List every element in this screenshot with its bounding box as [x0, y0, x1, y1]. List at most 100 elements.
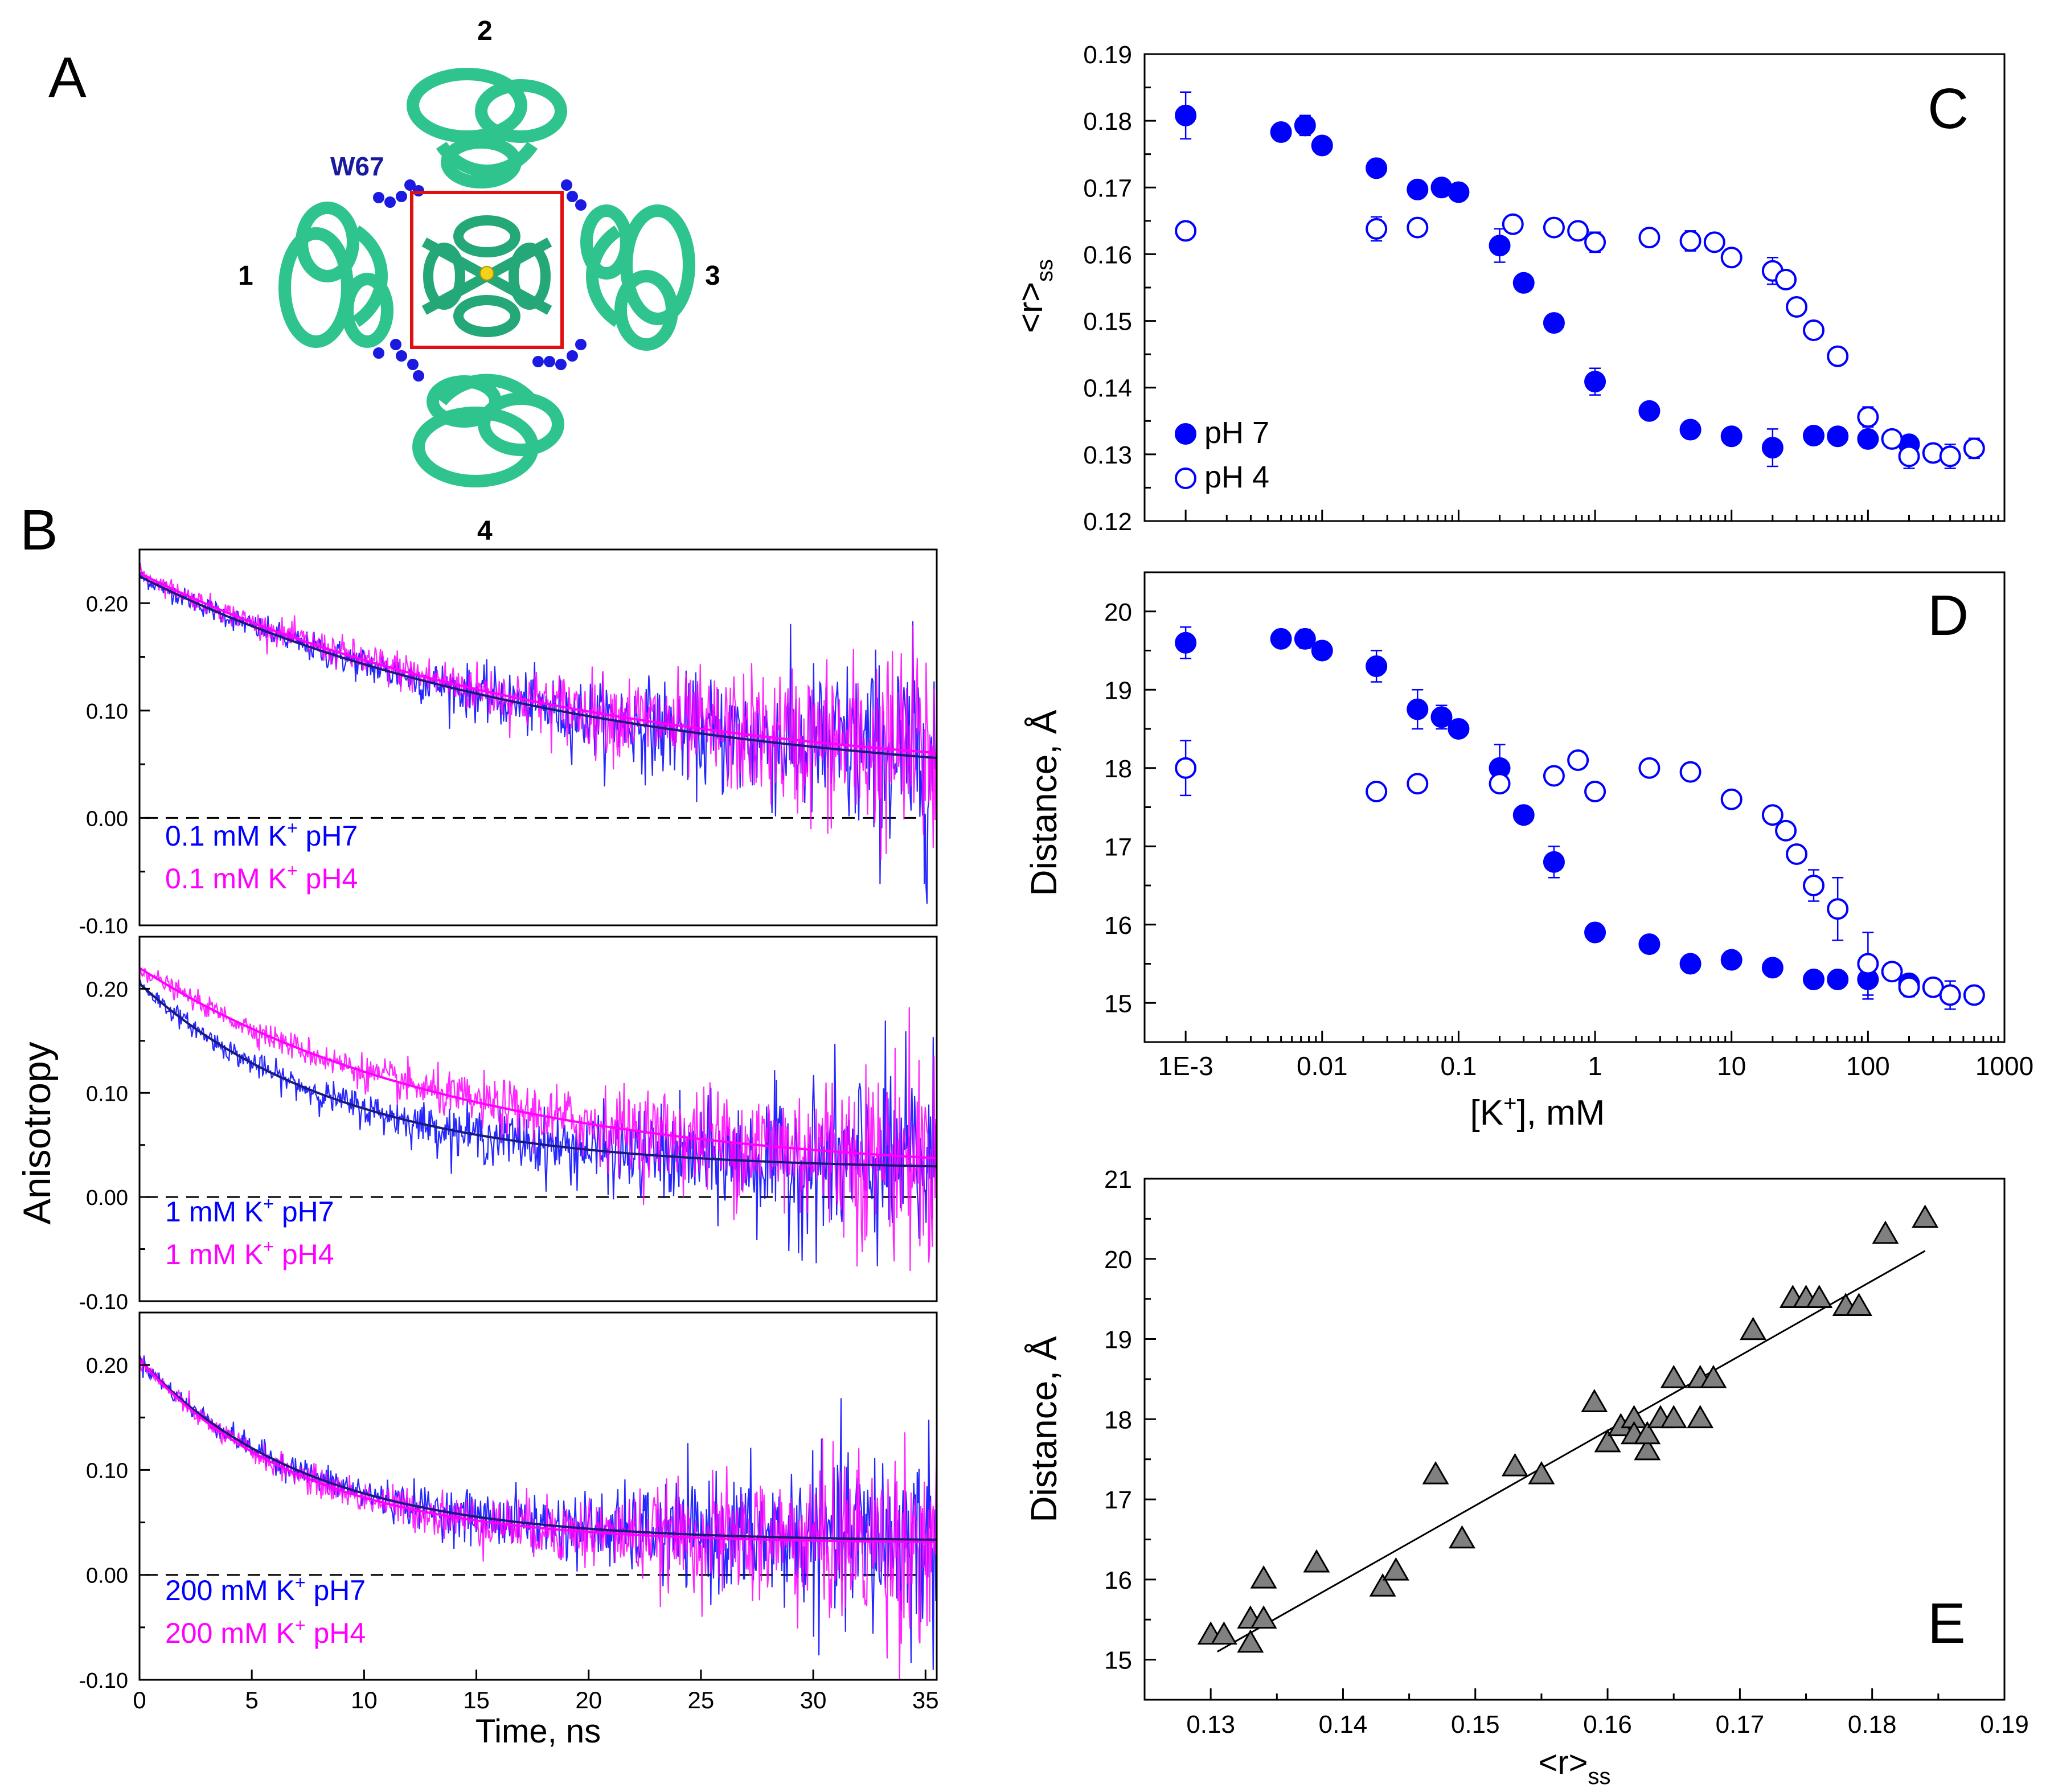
x-tick-label: 10	[1717, 1051, 1746, 1081]
triangle-point	[1250, 1565, 1277, 1589]
panel-d-distance-vs-k: 15 16 17 18 19 20 1E-3 0.01 0.1 1 10 100 1000 Distanc…	[1023, 571, 2033, 1133]
point-ph7	[1407, 698, 1429, 720]
point-ph4	[1827, 345, 1849, 367]
legend-text: 1 mM K	[165, 1239, 263, 1270]
subunit-label-3: 3	[705, 261, 720, 291]
y-tick-label: 0.20	[86, 978, 128, 1002]
fit-curve-ph7	[139, 575, 937, 760]
w67-residues	[373, 179, 587, 382]
point-ph4	[1939, 984, 1961, 1006]
triangle-point	[1250, 1605, 1277, 1629]
point-ph4	[1638, 757, 1660, 779]
y-tick-label: 0.20	[86, 592, 128, 616]
b-ylabel: Anisotropy	[15, 1041, 59, 1224]
trace-ph4	[139, 967, 938, 1272]
point-ph4	[1584, 231, 1606, 253]
point-ph7	[1407, 178, 1429, 200]
x-tick-label: 0.1	[1440, 1051, 1477, 1081]
point-ph7	[1366, 655, 1388, 677]
panel-b-anisotropy: B Anisotropy 0.20 0.10 0.00 -0.10 0.1 mM K+ …	[15, 498, 939, 1750]
chart-e: 0.13 0.14 0.15 0.16 0.17 0.18 0.19 15 16 17 18 19 20…	[1023, 1166, 2029, 1789]
point-ph7	[1175, 104, 1197, 126]
point-ph4	[1175, 220, 1197, 242]
point-ph4	[1720, 788, 1742, 810]
x-tick-label: 0.16	[1583, 1711, 1632, 1738]
potassium-ion	[479, 266, 494, 281]
y-tick-label: 17	[1104, 1486, 1132, 1514]
point-ph4	[1881, 428, 1903, 450]
legend-text: pH7	[298, 820, 358, 852]
d-y-axis-label: Distance, Å	[1023, 710, 1064, 896]
plot-frame	[1143, 53, 2006, 522]
point-ph4	[1567, 220, 1589, 242]
triangle-point	[1634, 1437, 1661, 1461]
legend-superscript: +	[263, 1236, 274, 1257]
trace-ph4	[138, 563, 938, 860]
x-tick-label: 20	[575, 1687, 602, 1713]
residue-label-w67: W67	[330, 151, 384, 181]
panel-label-e: E	[1928, 1592, 1966, 1655]
point-ph4	[1679, 230, 1702, 252]
triangle-point	[1501, 1453, 1528, 1477]
point-ph4	[1366, 218, 1388, 240]
point-ph7	[1311, 639, 1333, 662]
triangle-point	[1594, 1429, 1621, 1453]
legend-text: 200 mM K	[165, 1574, 295, 1606]
panel-label-c: C	[1928, 77, 1969, 141]
xlabel-sub: ss	[1588, 1764, 1611, 1789]
c-y-axis-label: <r>ss	[1011, 259, 1057, 333]
panel-label-a: A	[48, 46, 87, 109]
triangle-point	[1449, 1525, 1476, 1549]
point-ph7	[1294, 114, 1316, 137]
trace-ph7	[138, 979, 938, 1266]
plot-frame	[138, 936, 938, 1302]
legend-text: pH4	[274, 1239, 334, 1270]
legend-label: pH 7	[1204, 416, 1269, 450]
point-ph4	[1881, 961, 1903, 983]
y-tick-label: 0.19	[1083, 41, 1132, 69]
legend-text: pH4	[298, 863, 358, 895]
legend-ph7: 200 mM K+ pH7	[165, 1572, 366, 1606]
y-tick-label: 0.00	[86, 1564, 128, 1588]
point-ph4	[1407, 773, 1429, 795]
triangle-point	[1687, 1405, 1714, 1429]
plot-frame	[138, 548, 938, 926]
y-tick-label: 15	[1104, 1647, 1132, 1675]
point-ph7	[1827, 969, 1849, 990]
triangle-point	[1872, 1220, 1899, 1244]
point-ph7	[1720, 425, 1742, 448]
legend-superscript: +	[295, 1572, 306, 1593]
y-tick-label: 0.10	[86, 700, 128, 724]
point-ph4	[1366, 781, 1388, 802]
point-ph7	[1448, 718, 1470, 740]
point-ph4	[1584, 781, 1606, 802]
panel-c-anisotropy-vs-k: 0.12 0.13 0.14 0.15 0.16 0.17 0.18 0.19 <r>ss pH …	[1011, 41, 2006, 536]
point-ph4	[1720, 247, 1742, 269]
triangle-point	[1912, 1204, 1939, 1228]
y-tick-label: 0.18	[1083, 108, 1132, 136]
point-ph4	[1857, 953, 1879, 975]
subunit-ribbon-left	[278, 202, 393, 348]
legend-superscript: +	[295, 1615, 306, 1635]
x-axis-label: Time, ns	[475, 1713, 601, 1750]
chart-c: 0.12 0.13 0.14 0.15 0.16 0.17 0.18 0.19 <r>ss pH …	[1011, 41, 2006, 536]
y-tick-label: 0.12	[1083, 508, 1132, 536]
fit-curve-ph4	[139, 572, 937, 754]
x-tick-label: 35	[912, 1687, 939, 1713]
point-ph4	[1802, 875, 1824, 896]
x-tick-label: 0.18	[1848, 1711, 1897, 1738]
point-ph7	[1761, 957, 1784, 979]
panel-a-structure: A	[48, 16, 720, 546]
x-tick-label: 25	[688, 1687, 715, 1713]
triangle-point	[1369, 1573, 1396, 1597]
triangle-point	[1660, 1405, 1687, 1429]
x-tick-label: 0.15	[1451, 1711, 1500, 1738]
x-tick-label: 5	[245, 1687, 259, 1713]
d-x-axis-label: [K+], mM	[1470, 1091, 1605, 1133]
legend-ph7: 1 mM K+ pH7	[165, 1194, 334, 1228]
y-tick-label: 0.00	[86, 1186, 128, 1210]
point-ph7	[1827, 425, 1849, 448]
